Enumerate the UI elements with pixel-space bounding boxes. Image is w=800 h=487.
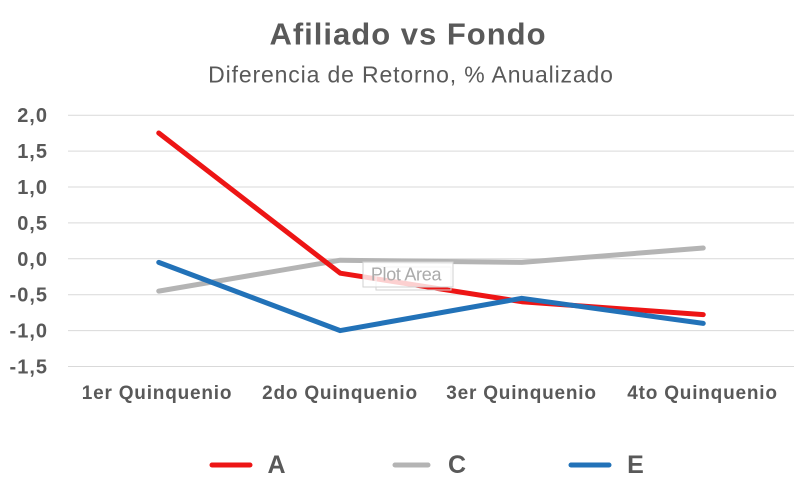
svg-text:Afiliado vs Fondo: Afiliado vs Fondo [269, 17, 546, 52]
svg-text:0,0: 0,0 [17, 249, 48, 271]
svg-text:E: E [627, 451, 644, 479]
svg-text:2do Quinquenio: 2do Quinquenio [262, 383, 418, 404]
svg-text:Diferencia de Retorno, % Anual: Diferencia de Retorno, % Anualizado [208, 61, 614, 87]
svg-text:2,0: 2,0 [17, 105, 48, 127]
svg-text:1,5: 1,5 [17, 141, 48, 163]
svg-text:-1,0: -1,0 [10, 321, 48, 343]
svg-text:3er Quinquenio: 3er Quinquenio [446, 383, 597, 404]
svg-text:C: C [448, 451, 466, 479]
svg-text:0,5: 0,5 [17, 213, 48, 235]
svg-text:Plot Area: Plot Area [371, 265, 443, 285]
svg-text:A: A [267, 451, 285, 479]
svg-text:1,0: 1,0 [17, 177, 48, 199]
svg-text:-0,5: -0,5 [10, 285, 48, 307]
svg-text:4to Quinquenio: 4to Quinquenio [627, 383, 778, 404]
svg-text:-1,5: -1,5 [10, 357, 48, 379]
svg-text:1er Quinquenio: 1er Quinquenio [82, 383, 233, 404]
